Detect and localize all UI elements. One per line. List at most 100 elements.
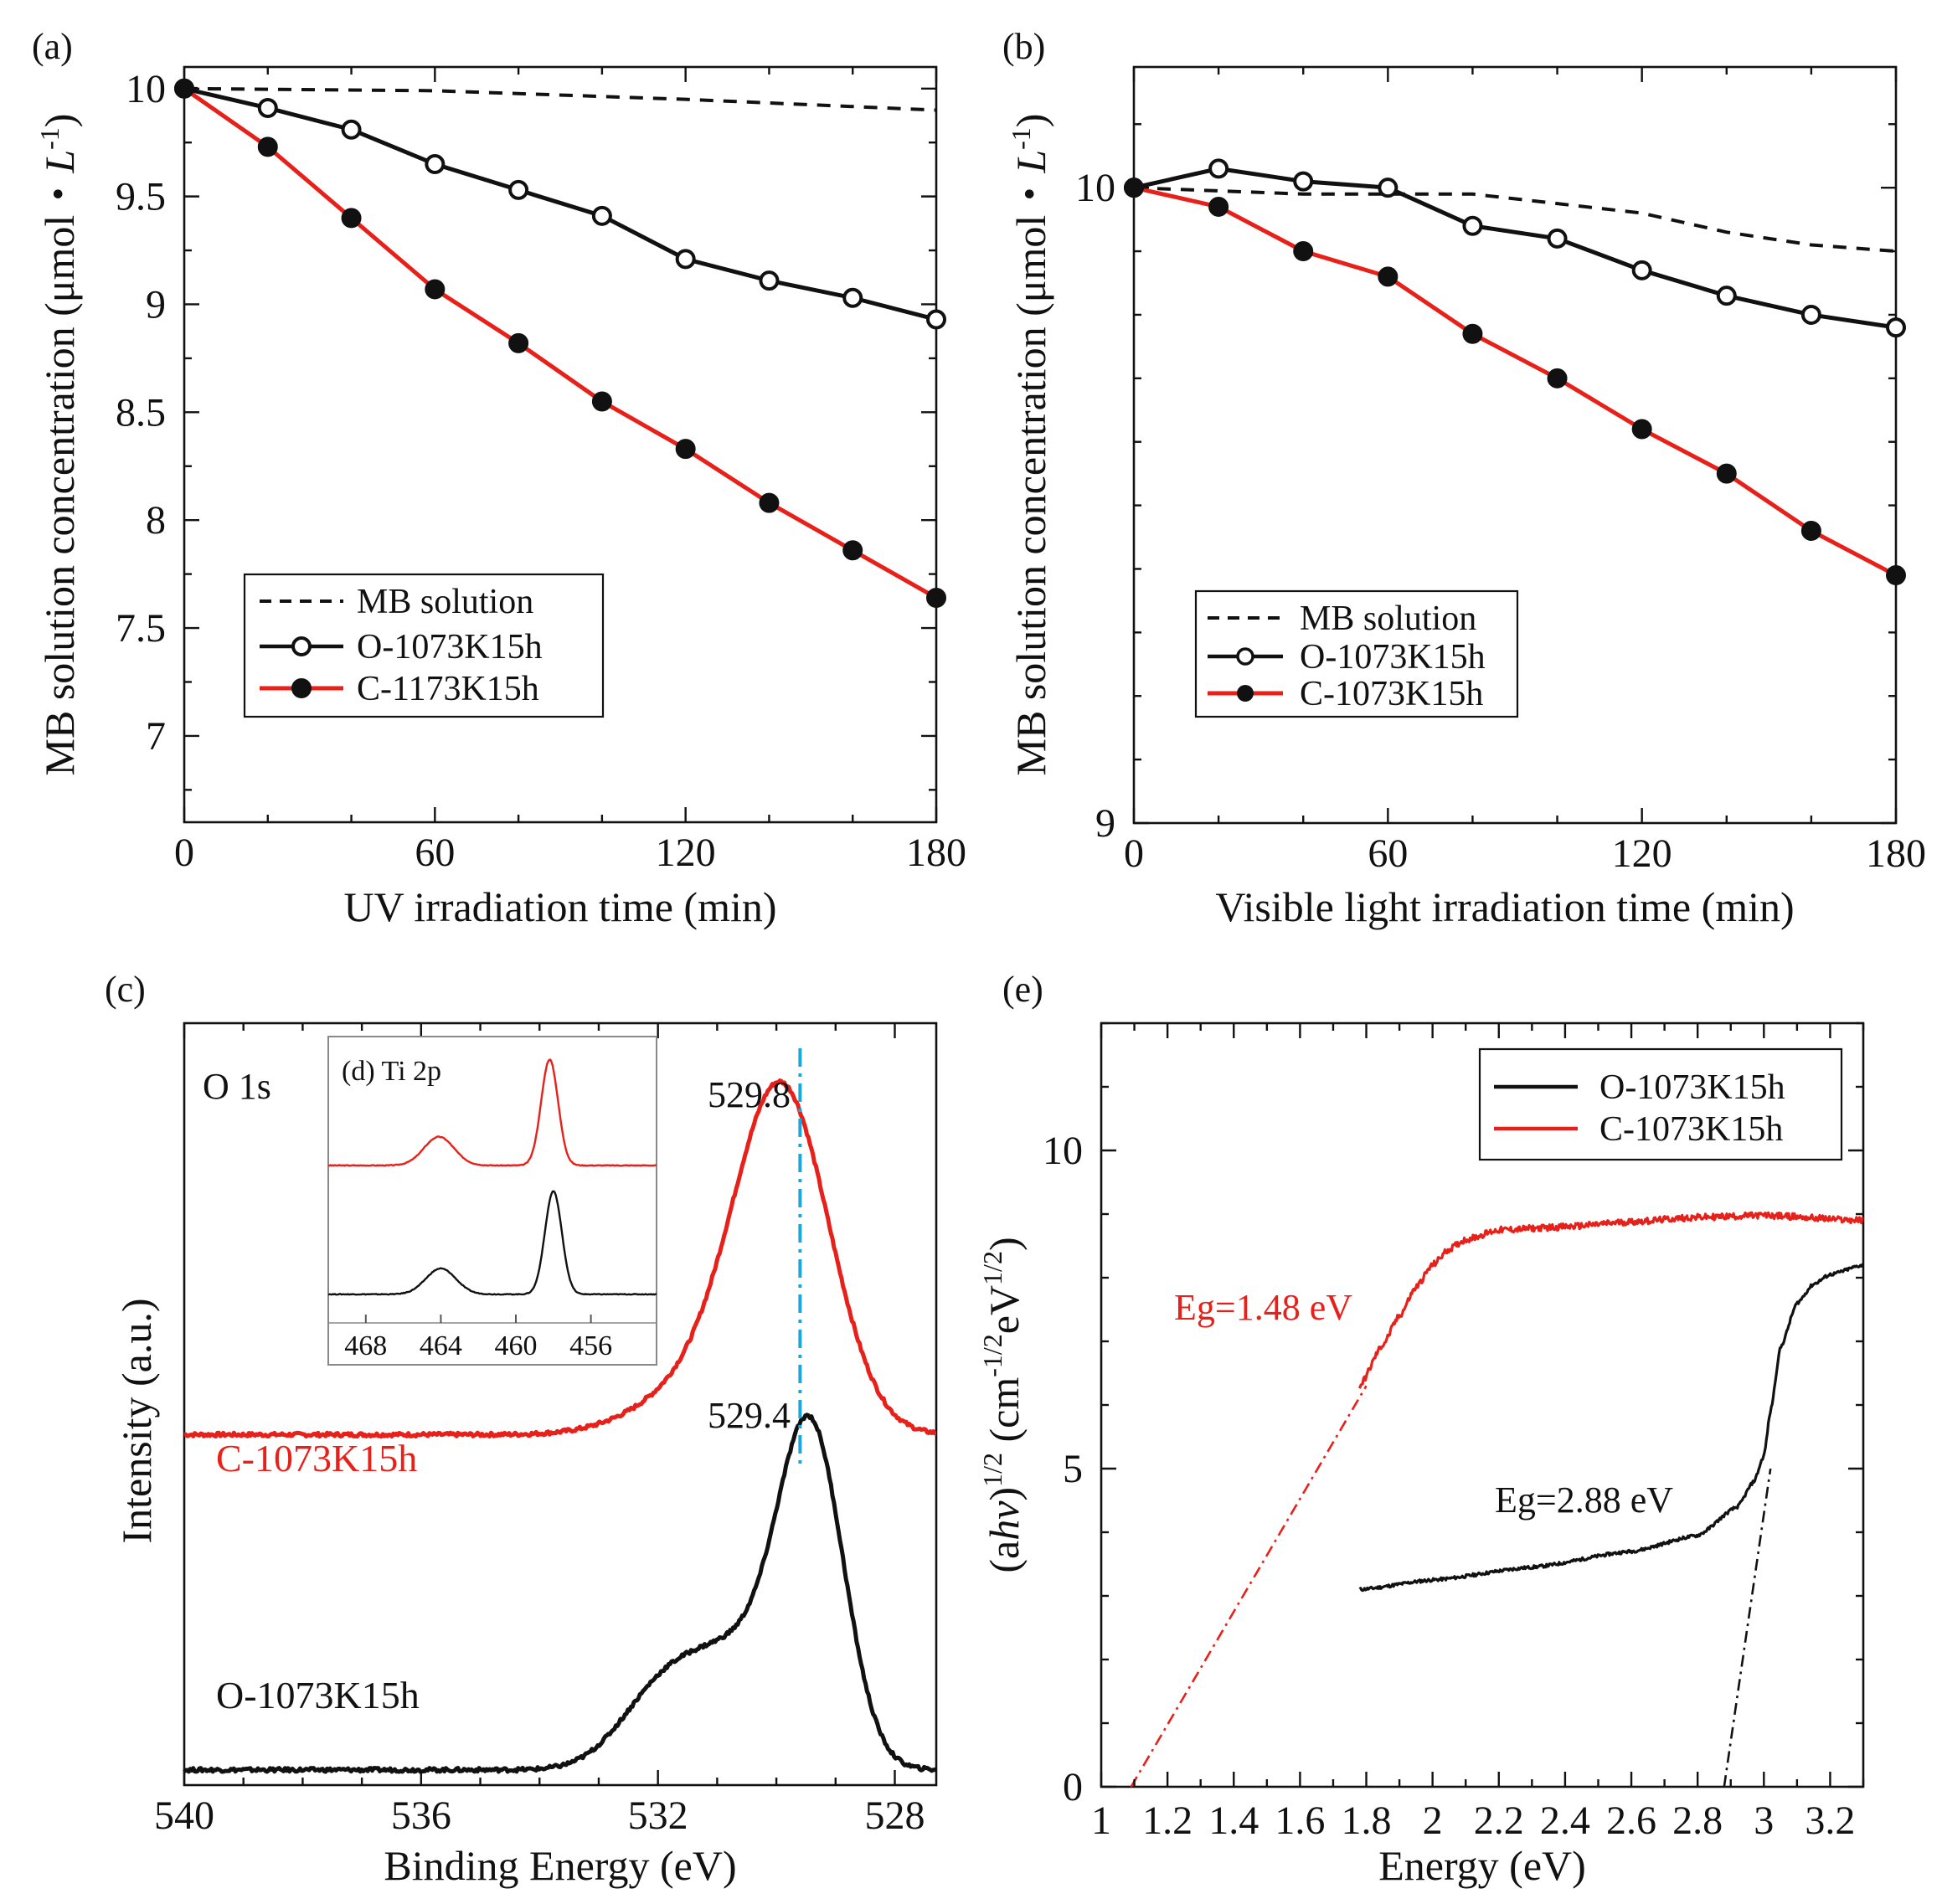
data-point-C-1073K15h [1716,463,1737,484]
data-point-O-1073K15h [1800,304,1821,325]
data-point-O-1073K15h [1547,228,1568,249]
data-point-O-1073K15h [341,119,362,140]
x-tick-label: 2.6 [1606,1799,1656,1843]
series-line-O-1073K15h [183,86,937,322]
y-tick-label: 9.5 [116,175,166,219]
panel-e-legend: O-1073K15h C-1073K15h [1478,1047,1843,1161]
inset-x-tick-label: 460 [495,1330,538,1361]
data-point-O-1073K15h [425,153,446,174]
x-tick-label: 0 [174,831,194,875]
inset-spectrum-C-1073K15h [327,1058,657,1167]
x-tick-label: 1.8 [1342,1799,1392,1843]
x-tick-label: 60 [1368,831,1408,876]
data-point-O-1073K15h [1462,215,1483,236]
x-tick-label: 1.4 [1208,1799,1259,1843]
panel-b: (b) 0 60 120 180 9 10 Visible light irradiati… [1002,26,1926,930]
x-tick-label: 180 [1866,831,1926,876]
series-line-C-1073K15h [1133,185,1898,578]
inset-x-tick-label: 468 [344,1330,387,1361]
panel-b-legend: MB solution O-1073K15h C-1073K15h [1194,589,1519,718]
panel-d-inset: (d) Ti 2p 468 464 460 456 [327,1036,657,1366]
curve-label-red: C-1073K15h [216,1437,417,1479]
data-point-O-1073K15h [1716,286,1737,306]
y-tick-label: 9 [146,282,166,327]
y-tick-label: 7 [146,714,166,759]
data-point-C-1173K15h [842,540,863,561]
x-tick-label: 180 [906,831,966,875]
inset-label: (d) Ti 2p [342,1056,441,1087]
data-point-C-1073K15h [1800,520,1821,541]
panel-b-xlabel: Visible light irradiation time (min) [1215,883,1794,930]
legend-b-o: O-1073K15h [1300,638,1486,677]
legend-a-o: O-1073K15h [357,628,543,666]
data-point-C-1173K15h [675,439,696,460]
legend-a-c: C-1173K15h [357,670,539,708]
curve-label-black: O-1073K15h [216,1674,420,1716]
data-point-C-1173K15h [425,279,446,300]
panel-e-label: (e) [1002,969,1043,1010]
panel-c-xlabel: Binding Energy (eV) [384,1842,736,1889]
peak-label-black: 529.4 [708,1395,791,1436]
panel-c-frame [183,1021,938,1787]
legend-a-mb: MB solution [357,583,533,621]
y-tick-label: 10 [1075,166,1115,210]
eg-label-red: Eg=1.48 eV [1174,1287,1352,1328]
data-point-C-1073K15h [1886,565,1906,586]
x-tick-label: 120 [656,831,716,875]
data-point-C-1173K15h [257,136,278,157]
x-tick-label: 120 [1612,831,1672,876]
series-line-MB solution [183,86,937,112]
panel-b-label: (b) [1002,26,1045,67]
x-tick-label: 2.2 [1474,1799,1524,1843]
data-point-O-1073K15h [759,270,780,291]
legend-b-mb: MB solution [1300,600,1476,638]
panel-a: (a) 0 60 120 180 7 7.5 8 8.5 9 9.5 10 UV irradiati… [32,26,966,930]
data-point-O-1073K15h [591,205,612,226]
x-tick-label: 60 [415,831,455,875]
legend-a-c-swatch [291,678,312,698]
data-point-C-1173K15h [759,492,780,513]
x-tick-label: 3.2 [1805,1799,1855,1843]
panel-e: (e) 1 1.2 1.4 1.6 1.8 2 2.2 2.4 2.6 2.8 3 3.2 0 5 10 E… [977,969,1865,1889]
absorption-O-1073K15h [1358,1263,1864,1593]
series-line-O-1073K15h [1133,166,1897,330]
series-line-C-1173K15h [183,86,938,600]
x-tick-label: 3 [1754,1799,1774,1843]
spectrum-O-1073K15h [183,1413,938,1774]
data-point-C-1173K15h [508,332,529,353]
y-tick-label: 10 [1043,1129,1083,1173]
inset-x-tick-label: 464 [420,1330,462,1361]
x-tick-label: 1 [1091,1799,1111,1843]
bandgap-fit-line-1 [1723,1468,1772,1788]
panel-c-ylabel: Intensity (a.u.) [113,1299,160,1544]
x-tick-label: 2.4 [1540,1799,1590,1843]
data-point-C-1173K15h [926,587,946,608]
panel-c-label: (c) [105,969,146,1010]
inset-x-tick-label: 456 [569,1330,612,1361]
inset-spectrum-O-1073K15h [327,1190,657,1296]
panel-c: (c) 540 536 532 528 Binding Energy (eV) Int… [105,969,938,1889]
panel-b-frame [1132,65,1898,825]
y-tick-label: 8 [146,498,166,543]
data-point-C-1073K15h [1631,419,1652,440]
data-point-O-1073K15h [1208,158,1229,179]
peak-label-red: 529.8 [708,1074,791,1115]
y-tick-label: 9 [1095,801,1115,846]
legend-e-c: C-1073K15h [1599,1110,1783,1149]
x-tick-label: 536 [391,1793,451,1838]
inset-frame [327,1036,657,1366]
data-point-O-1073K15h [257,97,278,118]
panel-c-region-label: O 1s [203,1066,271,1107]
panel-a-frame [183,65,938,824]
y-tick-label: 10 [126,67,166,111]
series-line-MB solution [1133,186,1897,254]
panel-e-ylabel: (ahv)1/2 (cm-1/2eV1/2) [977,1237,1028,1572]
x-tick-label: 0 [1124,831,1144,876]
panel-a-ylabel: MB solution concentration (μmol・L-1) [34,114,83,776]
x-tick-label: 2.8 [1672,1799,1723,1843]
x-tick-label: 528 [865,1793,925,1838]
data-point-C-1073K15h [1293,241,1314,262]
legend-e-o: O-1073K15h [1599,1068,1785,1107]
x-tick-label: 1.6 [1275,1799,1325,1843]
